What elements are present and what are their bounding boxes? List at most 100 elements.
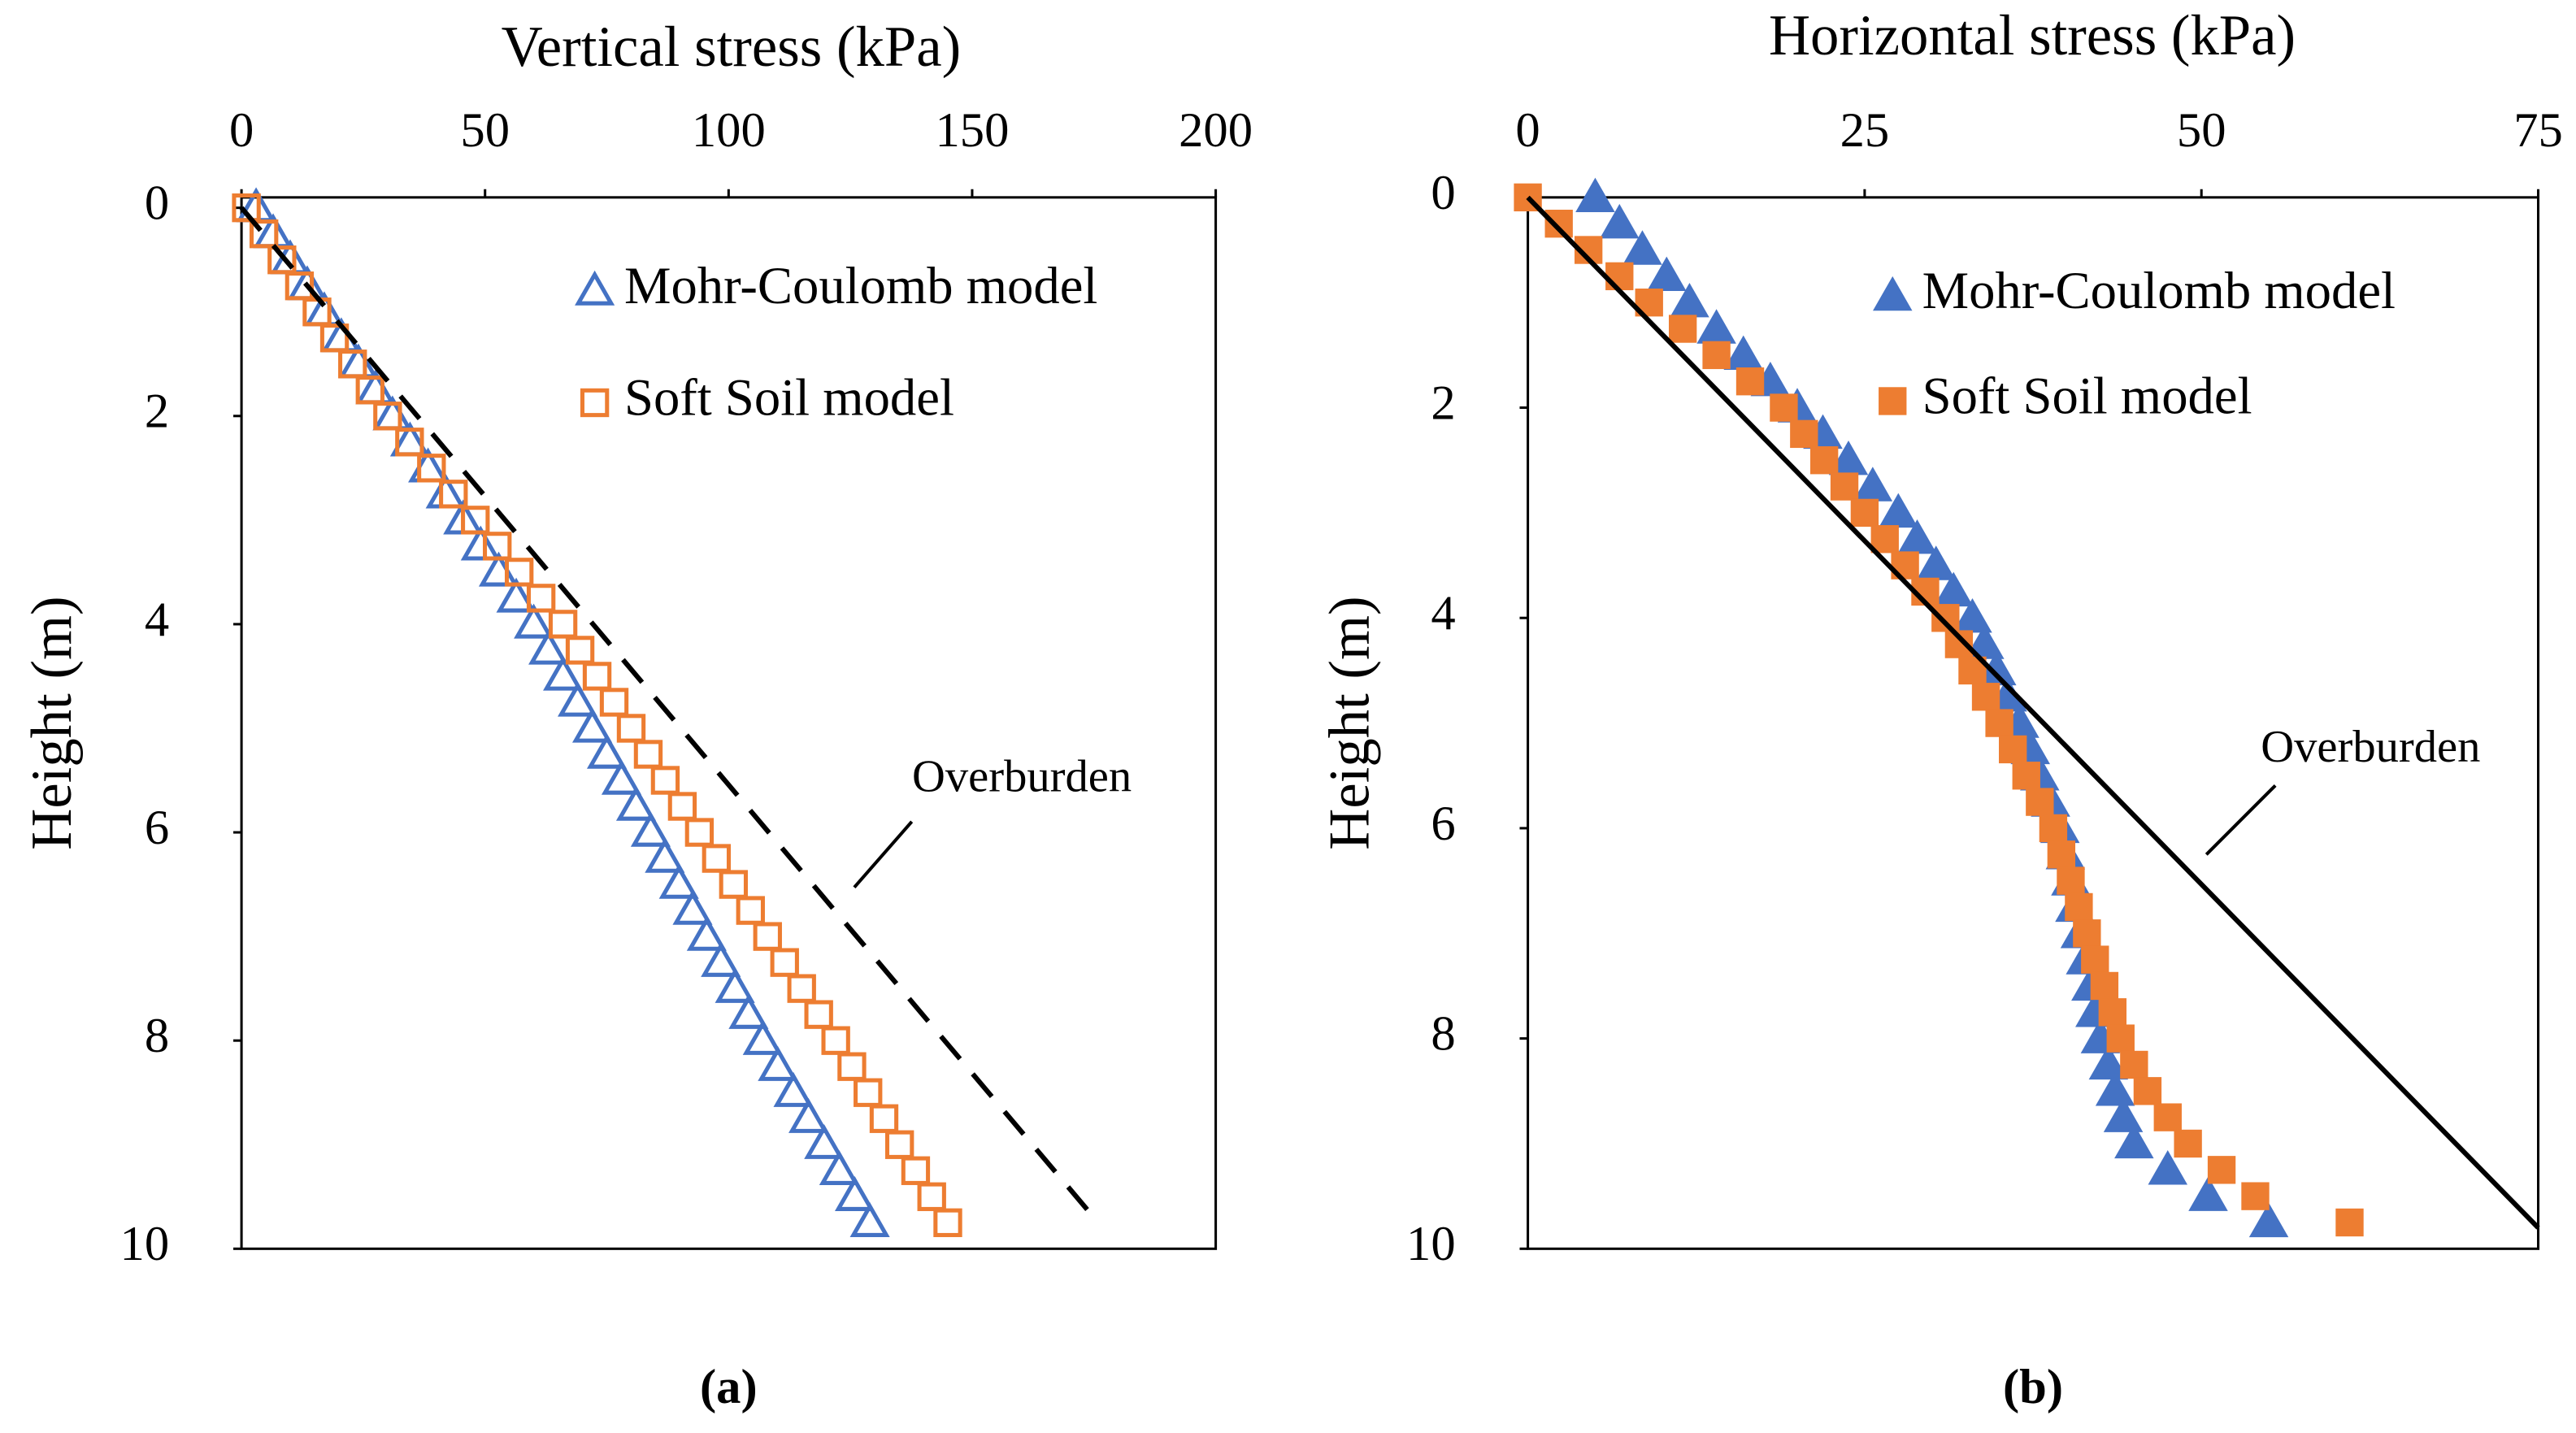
marker-triangle xyxy=(773,1071,814,1107)
marker-triangle xyxy=(2248,1202,2289,1238)
x-tick-label: 50 xyxy=(460,103,510,158)
marker-square xyxy=(650,766,680,795)
overburden-line xyxy=(1526,195,2540,1230)
marker-square xyxy=(684,818,715,847)
marker-square xyxy=(1931,604,1960,632)
y-tick-label: 8 xyxy=(145,1009,169,1063)
marker-square xyxy=(582,662,612,691)
marker-square xyxy=(2120,1050,2148,1079)
marker-square xyxy=(702,844,732,873)
marker-square xyxy=(599,688,629,717)
marker-square xyxy=(869,1104,899,1133)
marker-triangle xyxy=(528,629,569,665)
marker-triangle xyxy=(1696,309,1736,344)
legend-label: Soft Soil model xyxy=(1922,366,2252,424)
y-tick-label: 4 xyxy=(145,593,169,647)
marker-triangle xyxy=(1575,177,1615,213)
legend-label: Mohr-Coulomb model xyxy=(1922,261,2396,319)
marker-triangle xyxy=(1622,230,1662,265)
marker-triangle xyxy=(514,603,554,639)
marker-square xyxy=(1790,419,1818,449)
marker-square xyxy=(1999,735,2027,764)
legend-label: Soft Soil model xyxy=(624,367,954,426)
x-tick-label: 0 xyxy=(1515,103,1540,158)
x-tick-label: 150 xyxy=(935,103,1009,158)
marker-triangle xyxy=(1723,335,1763,371)
marker-square xyxy=(804,1000,833,1029)
marker-triangle xyxy=(1600,203,1640,239)
y-tick-label: 6 xyxy=(1431,797,1455,851)
marker-square xyxy=(667,792,697,821)
marker-square xyxy=(2039,814,2068,843)
y-tick-label: 10 xyxy=(120,1217,170,1271)
marker-triangle xyxy=(2114,1123,2154,1159)
marker-triangle xyxy=(586,733,628,769)
marker-square xyxy=(633,740,663,769)
marker-square xyxy=(504,558,534,587)
marker-square xyxy=(395,428,424,457)
y-tick-label: 2 xyxy=(1431,376,1455,430)
marker-square xyxy=(1770,393,1798,422)
marker-square xyxy=(1668,315,1697,343)
marker-square xyxy=(2241,1182,2270,1210)
marker-triangle xyxy=(715,967,755,1003)
marker-triangle xyxy=(834,1175,875,1211)
marker-square xyxy=(285,271,315,301)
marker-square xyxy=(2047,840,2076,869)
marker-square xyxy=(1985,709,2013,737)
marker-square xyxy=(2073,919,2101,948)
marker-square xyxy=(719,870,749,899)
marker-triangle xyxy=(804,1123,845,1159)
marker-square xyxy=(249,219,279,249)
marker-square xyxy=(483,532,512,561)
marker-triangle xyxy=(496,577,536,613)
marker-triangle xyxy=(630,811,671,847)
marker-square xyxy=(417,454,446,483)
marker-triangle xyxy=(658,863,699,899)
marker-square xyxy=(884,1130,914,1159)
marker-triangle xyxy=(2148,1150,2188,1185)
marker-square xyxy=(2174,1129,2202,1158)
marker-triangle xyxy=(672,889,713,925)
marker-triangle xyxy=(1670,282,1709,318)
legend-label: Mohr-Coulomb model xyxy=(624,256,1097,315)
marker-square xyxy=(854,1078,883,1107)
y-tick-label: 0 xyxy=(1431,166,1455,220)
marker-triangle xyxy=(543,655,584,691)
marker-square xyxy=(753,922,782,951)
marker-square xyxy=(373,402,402,431)
marker-square xyxy=(901,1156,931,1185)
plot-frame xyxy=(240,196,1218,1250)
y-axis-title: Height (m) xyxy=(20,596,84,849)
marker-triangle xyxy=(728,993,769,1029)
marker-square xyxy=(1870,525,1899,554)
marker-triangle xyxy=(819,1149,859,1185)
x-tick-label: 100 xyxy=(692,103,766,158)
marker-square xyxy=(267,245,297,275)
marker-square xyxy=(2098,998,2127,1027)
caption: (a) xyxy=(700,1360,758,1414)
marker-triangle xyxy=(645,837,685,873)
marker-triangle xyxy=(601,759,642,795)
marker-triangle xyxy=(1879,493,1918,528)
marker-square xyxy=(2057,866,2085,895)
marker-square xyxy=(2012,762,2040,790)
x-tick-label: 0 xyxy=(229,103,254,158)
marker-triangle xyxy=(1934,571,1974,607)
marker-square xyxy=(1605,262,1634,291)
x-axis-title: Vertical stress (kPa) xyxy=(502,15,962,79)
marker-square xyxy=(355,376,384,405)
y-tick-label: 4 xyxy=(1431,586,1455,641)
marker-square xyxy=(319,324,350,353)
marker-square xyxy=(2133,1077,2162,1105)
marker-square xyxy=(1850,498,1879,528)
marker-square xyxy=(821,1026,850,1055)
caption: (b) xyxy=(2003,1360,2063,1414)
x-tick-label: 200 xyxy=(1179,103,1253,158)
marker-square xyxy=(1735,367,1765,396)
overburden-line xyxy=(239,206,1097,1219)
marker-square xyxy=(565,636,595,665)
marker-triangle xyxy=(686,915,727,951)
y-tick-label: 6 xyxy=(145,801,169,855)
